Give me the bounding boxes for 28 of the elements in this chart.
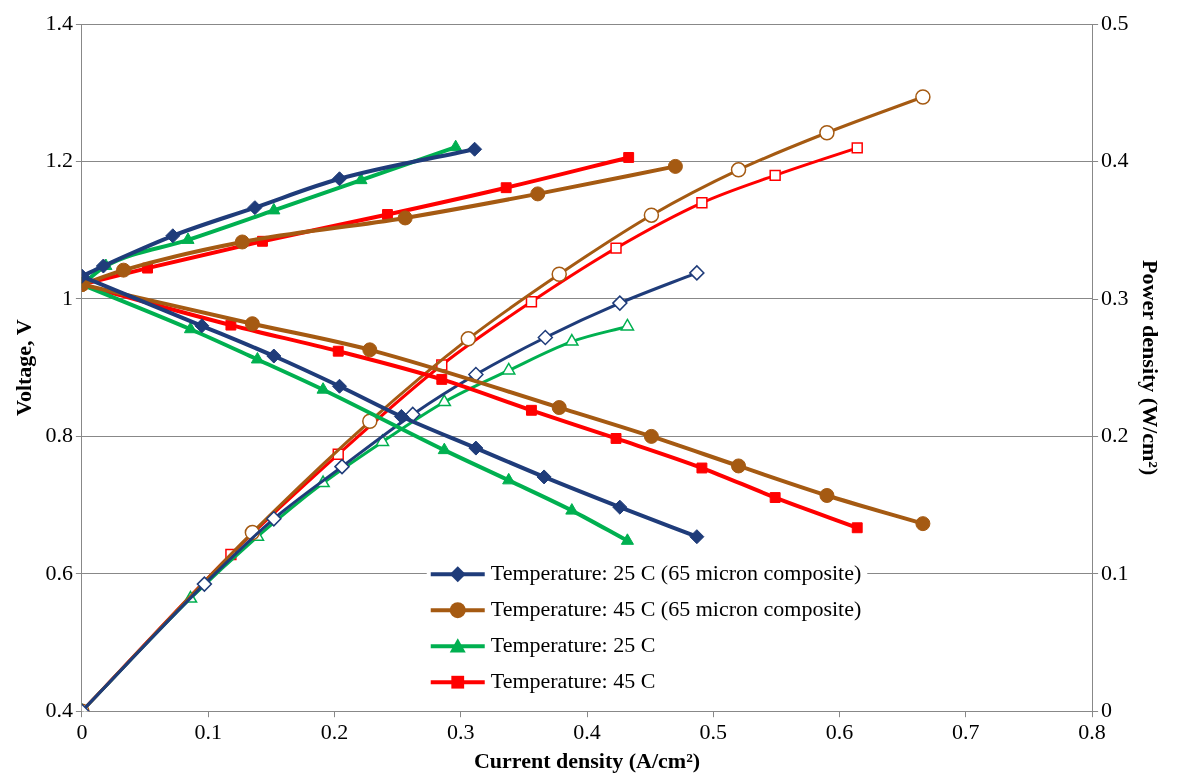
- legend-label: Temperature: 25 C (65 micron composite): [490, 559, 862, 585]
- y2-tick-label: 0.1: [1101, 559, 1129, 585]
- x-tick-label: 0.8: [1078, 719, 1106, 745]
- y2-tick-label: 0.3: [1101, 284, 1129, 310]
- y2-tick-label: 0.5: [1101, 9, 1129, 35]
- x-tick-label: 0.1: [194, 719, 222, 745]
- y-tick-label: 1: [61, 284, 73, 310]
- x-tick-label: 0: [76, 719, 88, 745]
- y-tick-label: 0.6: [45, 559, 73, 585]
- x-tick-label: 0.7: [952, 719, 980, 745]
- x-tick-label: 0.3: [446, 719, 475, 745]
- y-tick-label: 1.2: [45, 147, 73, 173]
- y2-tick-label: 0: [1101, 696, 1113, 722]
- x-tick-label: 0.4: [573, 719, 601, 745]
- y-tick-label: 0.4: [45, 696, 73, 722]
- y2-tick-label: 0.4: [1101, 147, 1129, 173]
- x-tick-label: 0.2: [320, 719, 349, 745]
- legend-label: Temperature: 25 C: [490, 631, 656, 657]
- y2-tick-label: 0.2: [1101, 422, 1129, 448]
- x-axis-title: Current density (A/cm²): [473, 748, 701, 774]
- x-tick-label: 0.6: [825, 719, 854, 745]
- x-tick-label: 0.5: [699, 719, 728, 745]
- y-tick-label: 1.4: [45, 9, 73, 35]
- y-tick-label: 0.8: [45, 422, 73, 448]
- y2-axis-title: Power density (W/cm²): [1138, 260, 1164, 476]
- legend-label: Temperature: 45 C: [490, 667, 656, 693]
- y-axis-title: Voltage, V: [10, 319, 36, 416]
- legend-label: Temperature: 45 C (65 micron composite): [490, 595, 862, 621]
